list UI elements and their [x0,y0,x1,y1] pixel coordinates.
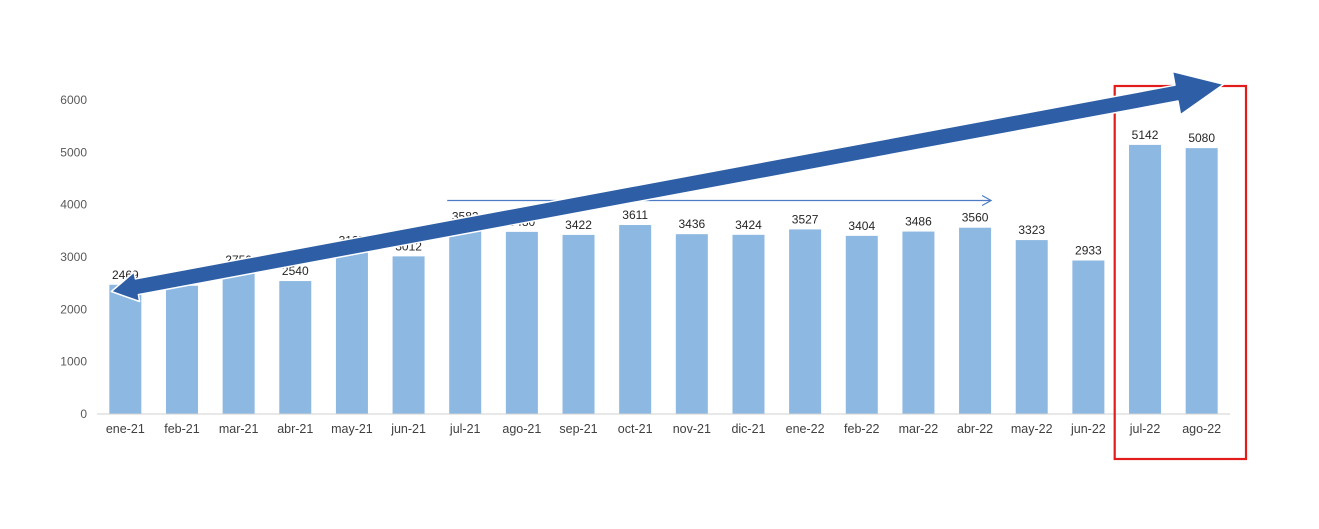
x-tick-label: may-21 [331,422,373,436]
y-tick-label: 1000 [60,355,87,369]
bar-jun-22 [1072,260,1105,414]
bar-ago-22 [1185,148,1218,414]
bar-jul-22 [1129,144,1162,415]
bar-ene-21 [109,284,142,414]
x-tick-label: sep-21 [559,422,597,436]
data-label-abr-21: 2540 [282,264,309,278]
x-axis: ene-21 feb-21 mar-21 abr-21 may-21 jun-21 jul-… [97,413,1230,436]
y-tick-label: 2000 [60,302,87,316]
y-tick-label: 3000 [60,250,87,264]
x-tick-label: ago-21 [502,422,541,436]
data-label-dic-21: 3424 [735,218,762,232]
bar-mar-22 [902,231,935,414]
x-tick-label: jun-22 [1070,422,1106,436]
flat-arrow-head [981,194,993,207]
y-tick-label: 6000 [60,93,87,107]
y-axis: 0 1000 2000 3000 4000 5000 6000 [60,93,87,421]
bar-feb-22 [845,235,878,414]
x-tick-label: dic-21 [731,422,765,436]
bar-abr-21 [279,281,312,414]
x-tick-label: abr-22 [957,422,993,436]
bar-jun-21 [392,256,425,414]
x-tick-label: abr-21 [277,422,313,436]
y-tick-label: 4000 [60,198,87,212]
data-label-sep-21: 3422 [565,218,592,232]
bar-sep-21 [562,234,595,414]
x-tick-label: nov-21 [673,422,711,436]
x-tick-label: mar-22 [899,422,939,436]
data-label-may-22: 3323 [1018,223,1045,237]
bars-group [109,144,1218,415]
bar-may-22 [1015,240,1048,414]
x-tick-label: jul-22 [1129,422,1161,436]
bar-jul-21 [449,226,482,414]
y-tick-label: 5000 [60,145,87,159]
bar-feb-21 [165,285,198,414]
x-tick-label: mar-21 [219,422,259,436]
bar-abr-22 [959,227,992,414]
data-label-feb-22: 3404 [848,219,875,233]
x-tick-label: may-22 [1011,422,1053,436]
bar-ene-22 [789,229,822,414]
data-label-abr-22: 3560 [962,211,989,225]
x-tick-label: jun-21 [390,422,426,436]
x-tick-label: jul-21 [449,422,481,436]
data-label-nov-21: 3436 [678,217,705,231]
data-label-jun-22: 2933 [1075,244,1102,258]
data-label-mar-22: 3486 [905,215,932,229]
data-label-oct-21: 3611 [622,208,648,222]
bar-dic-21 [732,234,765,414]
bar-oct-21 [619,225,652,414]
annotations-group [110,70,1248,461]
bar-may-21 [335,250,368,414]
y-tick-label: 0 [80,407,87,421]
trend-arrow [110,70,1225,303]
data-label-ene-22: 3527 [792,212,819,226]
bar-mar-21 [222,270,255,414]
bar-nov-21 [675,234,708,414]
data-label-ago-22: 5080 [1188,131,1215,145]
x-tick-label: ene-22 [786,422,825,436]
data-label-jul-22: 5142 [1132,128,1159,142]
x-tick-label: oct-21 [618,422,653,436]
bar-ago-21 [505,231,538,414]
x-tick-label: feb-22 [844,422,879,436]
x-tick-label: feb-21 [164,422,199,436]
x-tick-label: ene-21 [106,422,145,436]
x-tick-label: ago-22 [1182,422,1221,436]
